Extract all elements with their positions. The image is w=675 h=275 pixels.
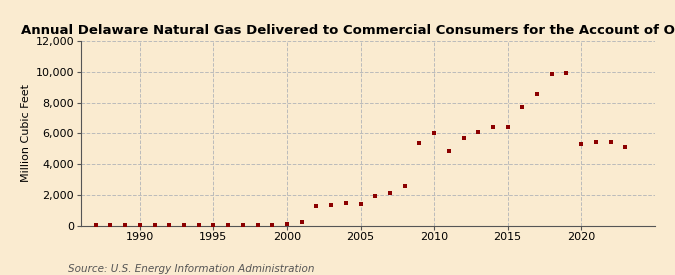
Text: Source: U.S. Energy Information Administration: Source: U.S. Energy Information Administ… — [68, 264, 314, 274]
Point — [281, 222, 292, 226]
Point — [105, 223, 116, 227]
Point — [223, 223, 234, 227]
Point — [193, 223, 204, 227]
Point — [546, 72, 557, 76]
Point — [605, 140, 616, 144]
Point — [399, 183, 410, 188]
Point — [311, 204, 322, 208]
Point — [487, 125, 498, 130]
Y-axis label: Million Cubic Feet: Million Cubic Feet — [22, 84, 31, 182]
Point — [458, 136, 469, 140]
Point — [620, 145, 630, 149]
Point — [502, 125, 513, 130]
Title: Annual Delaware Natural Gas Delivered to Commercial Consumers for the Account of: Annual Delaware Natural Gas Delivered to… — [22, 24, 675, 37]
Point — [179, 223, 190, 227]
Point — [561, 70, 572, 75]
Point — [134, 223, 145, 227]
Point — [149, 223, 160, 227]
Point — [164, 223, 175, 227]
Point — [267, 223, 277, 227]
Point — [252, 223, 263, 227]
Point — [119, 223, 130, 227]
Point — [429, 130, 439, 135]
Point — [355, 202, 366, 206]
Point — [370, 193, 381, 198]
Point — [591, 140, 601, 144]
Point — [296, 220, 307, 225]
Point — [414, 140, 425, 145]
Point — [443, 149, 454, 153]
Point — [340, 201, 351, 205]
Point — [532, 92, 543, 97]
Point — [238, 223, 248, 227]
Point — [385, 191, 396, 196]
Point — [326, 203, 337, 207]
Point — [472, 130, 483, 134]
Point — [90, 223, 101, 227]
Point — [517, 104, 528, 109]
Point — [576, 142, 587, 146]
Point — [208, 223, 219, 227]
